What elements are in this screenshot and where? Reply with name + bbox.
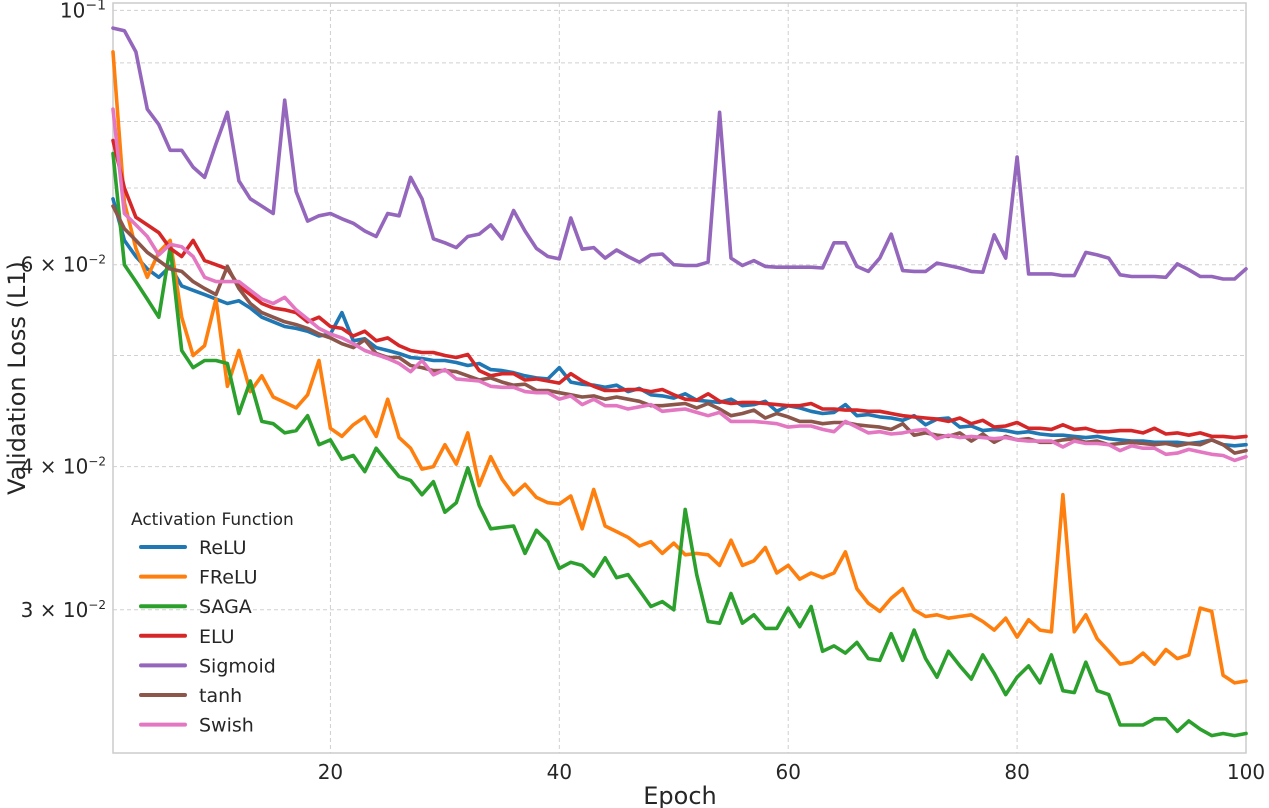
legend-label: Sigmoid bbox=[199, 655, 276, 677]
series-line-tanh bbox=[111, 204, 1248, 455]
y-tick-label: 4 × 10−2 bbox=[21, 455, 106, 479]
x-tick-label: 80 bbox=[1004, 760, 1029, 784]
legend-label: tanh bbox=[199, 685, 242, 707]
legend-label: Swish bbox=[199, 715, 254, 737]
series-line-saga bbox=[111, 151, 1248, 738]
x-tick-label: 20 bbox=[318, 760, 343, 784]
legend-label: FReLU bbox=[199, 567, 258, 589]
legend-label: SAGA bbox=[199, 596, 252, 618]
y-axis-label: Validation Loss (L1) bbox=[3, 261, 31, 495]
x-axis-ticks: 20 40 60 80 100 bbox=[318, 760, 1265, 784]
x-tick-label: 60 bbox=[775, 760, 800, 784]
legend-label: ReLU bbox=[199, 537, 247, 559]
series-layer bbox=[111, 26, 1248, 738]
y-tick-label: 6 × 10−2 bbox=[21, 253, 106, 277]
y-tick-label: 10−1 bbox=[60, 0, 106, 22]
series-line-swish bbox=[111, 107, 1248, 463]
series-line-elu bbox=[111, 138, 1248, 440]
plot-frame bbox=[112, 2, 1247, 754]
legend-label: ELU bbox=[199, 626, 235, 648]
x-axis-label: Epoch bbox=[643, 782, 717, 808]
x-tick-label: 100 bbox=[1227, 760, 1265, 784]
series-line-sigmoid bbox=[111, 26, 1248, 281]
legend: Activation Function ReLU FReLU SAGA ELU Sigm… bbox=[131, 510, 294, 737]
x-tick-label: 40 bbox=[547, 760, 572, 784]
legend-title: Activation Function bbox=[131, 510, 294, 530]
y-axis-ticks: 3 × 10−2 4 × 10−2 6 × 10−2 10−1 bbox=[21, 0, 106, 622]
y-tick-label: 3 × 10−2 bbox=[21, 598, 106, 622]
